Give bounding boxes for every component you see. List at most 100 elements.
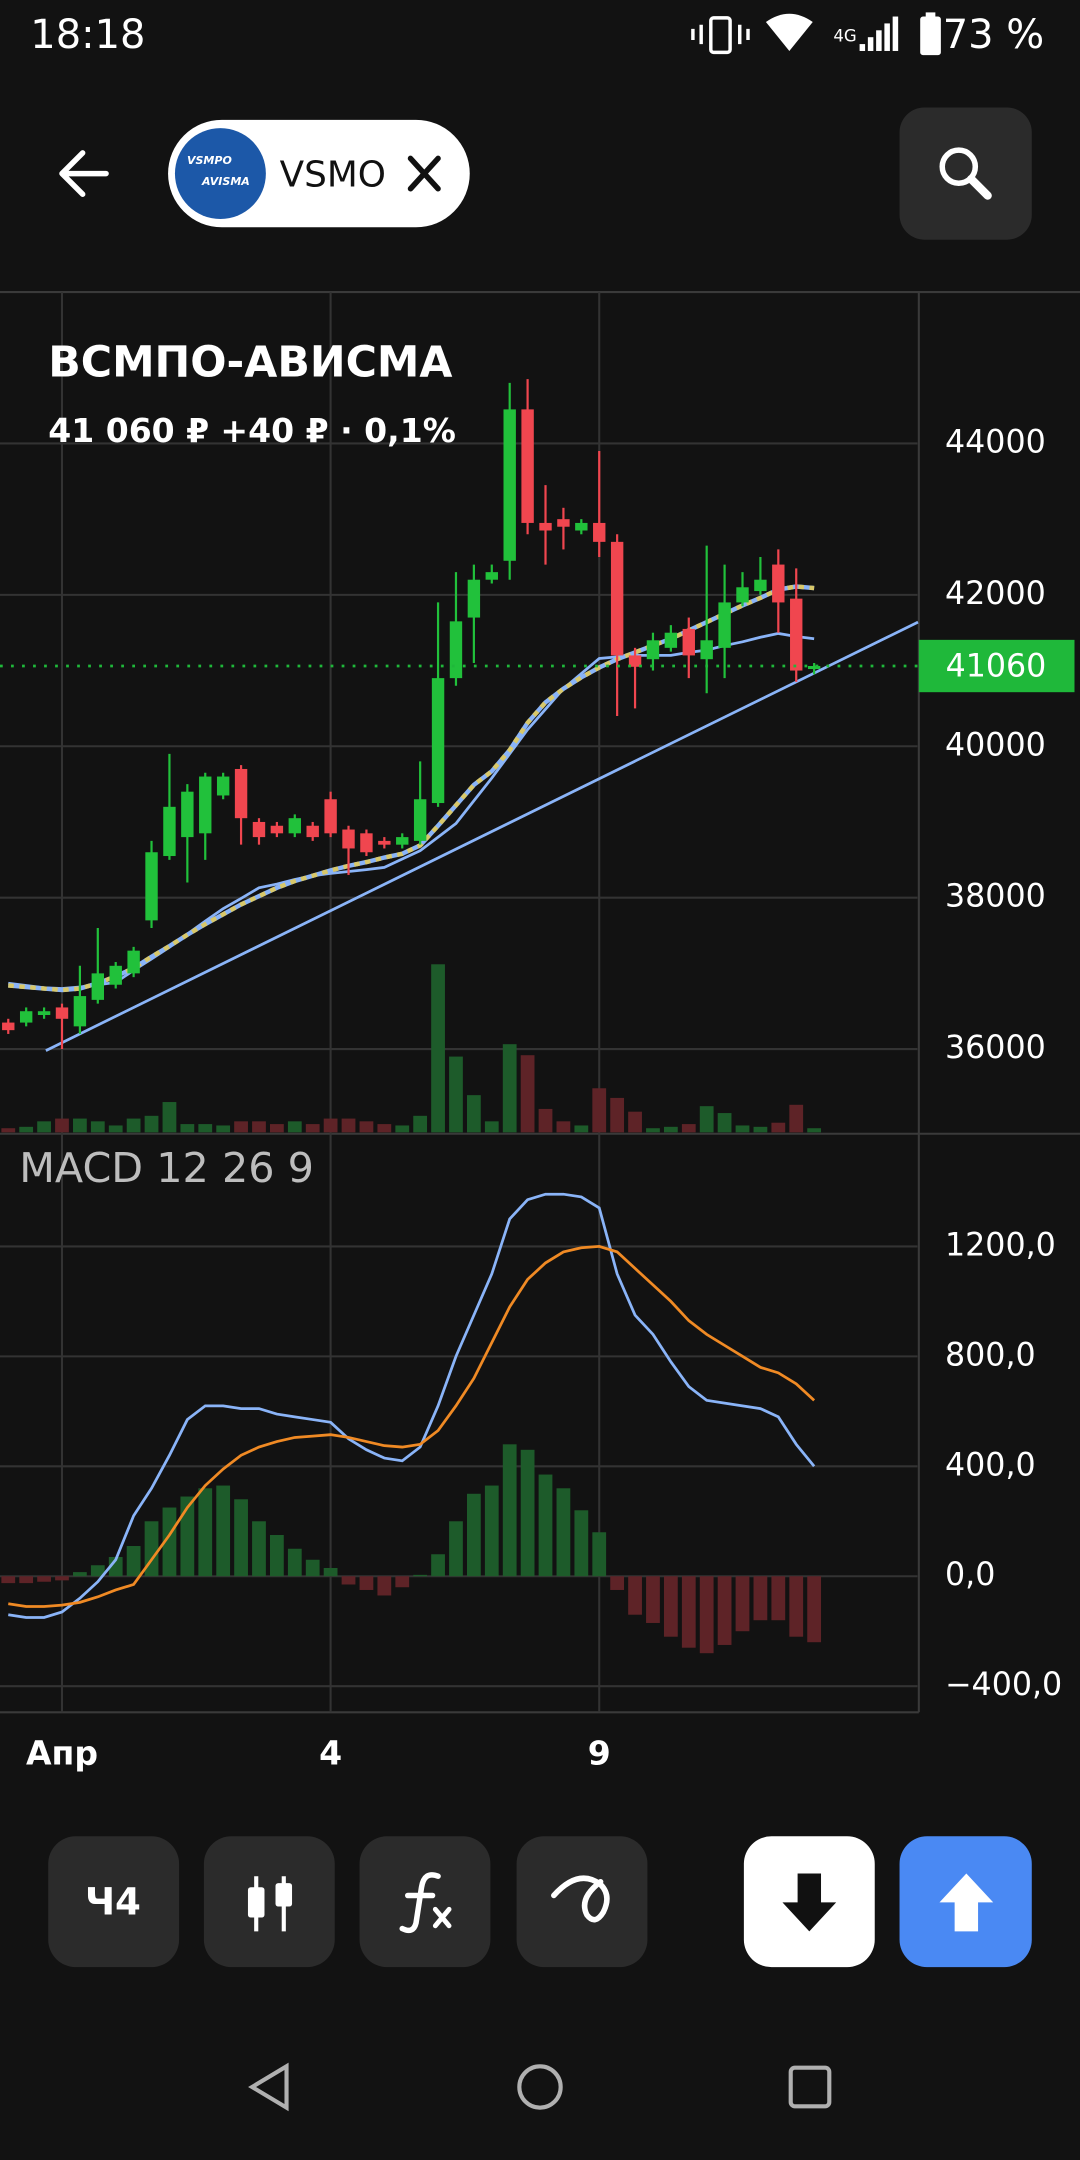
volume-bar (180, 1124, 195, 1133)
volume-bar (735, 1125, 750, 1133)
chart-type-button[interactable] (203, 1836, 335, 1968)
candle-body (593, 522, 606, 542)
ticker-chip[interactable]: VSMPO AVISMA VSMO (168, 119, 470, 228)
macd-histogram-bar (395, 1576, 410, 1588)
logo (174, 128, 266, 220)
interval-label: Ч4 (85, 1879, 141, 1923)
volume-bar (699, 1106, 714, 1133)
macd-histogram-bar (807, 1576, 822, 1643)
macd-histogram-bar (359, 1576, 374, 1590)
macd-histogram-bar (19, 1576, 34, 1584)
volume-bar (216, 1125, 231, 1133)
volume-bar (162, 1102, 177, 1133)
candle-body (55, 1007, 69, 1019)
volume-bar (663, 1126, 678, 1133)
macd-histogram-bar (592, 1532, 607, 1577)
candle-body (467, 579, 481, 618)
candle-body (575, 522, 588, 531)
volume-bar (789, 1104, 804, 1133)
candle-body (199, 776, 212, 834)
candle-body (682, 628, 695, 656)
candle-body (718, 602, 731, 648)
candle-body (19, 1011, 33, 1023)
vibrate-icon (691, 16, 750, 55)
candle-body (521, 409, 534, 523)
candle-body (772, 564, 785, 603)
x-tick-label: 9 (588, 1734, 611, 1773)
back-button[interactable] (59, 150, 109, 197)
y-tick-label: 38000 (945, 879, 1046, 915)
candle-body (163, 806, 176, 857)
candle-body (628, 655, 642, 667)
volume-bar (628, 1111, 642, 1133)
candle-body (127, 950, 140, 974)
nav-bar (248, 2062, 832, 2112)
search-button[interactable] (899, 107, 1032, 240)
y-tick-label: 400,0 (945, 1447, 1036, 1483)
volume-bar (502, 1044, 517, 1133)
macd-histogram-bar (287, 1548, 302, 1577)
nav-recents[interactable] (788, 2065, 832, 2109)
network-type: 4G (833, 27, 856, 46)
candle-body (413, 799, 427, 841)
macd-histogram-bar (234, 1499, 248, 1577)
volume-bar (234, 1121, 248, 1133)
y-tick-label: 42000 (945, 576, 1046, 612)
macd-histogram-bar (717, 1576, 732, 1645)
candle-body (378, 840, 391, 845)
candle-body (539, 522, 552, 531)
buy-button[interactable] (899, 1836, 1032, 1968)
status-bar: 18:18 4G 73 % (30, 12, 1044, 58)
ticker: VSMO (280, 154, 386, 195)
nav-home[interactable] (517, 2064, 563, 2110)
macd-histogram-bar (449, 1521, 463, 1577)
macd-histogram-bar (323, 1567, 338, 1577)
candle-body (342, 829, 355, 849)
macd-histogram-bar (377, 1576, 392, 1596)
candle-body (145, 852, 158, 921)
sell-button[interactable] (743, 1836, 875, 1968)
macd-histogram-bar (646, 1576, 660, 1623)
instrument-name: ВСМПО-АВИСМА (48, 338, 452, 388)
volume-bar (538, 1108, 553, 1133)
candle-body (610, 541, 624, 656)
volume-bar (90, 1121, 105, 1133)
candle-body (503, 409, 516, 561)
macd-histogram-bar (699, 1576, 714, 1654)
macd-histogram-bar (198, 1488, 213, 1577)
indicators-button[interactable] (359, 1836, 491, 1968)
candle-body (485, 572, 498, 580)
volume-bar (466, 1095, 481, 1133)
candle-body (700, 640, 713, 660)
drawing-button[interactable] (516, 1836, 648, 1968)
macd-histogram-bar (771, 1576, 786, 1621)
volume-bar (771, 1122, 786, 1133)
close-icon[interactable] (407, 155, 441, 192)
macd-histogram-bar (502, 1444, 517, 1577)
volume-bar (359, 1121, 374, 1133)
volume-bar (1, 1128, 16, 1133)
signal-icon (859, 16, 899, 51)
macd-histogram-bar (216, 1485, 231, 1577)
candle-body (324, 799, 337, 834)
macd-histogram-bar (466, 1493, 481, 1577)
interval-button[interactable]: Ч4 (48, 1836, 180, 1968)
wifi-icon (765, 13, 813, 51)
candle-body (288, 818, 301, 834)
macd-histogram-bar (663, 1576, 678, 1637)
macd-histogram-bar (681, 1576, 696, 1648)
candle-body (736, 587, 749, 603)
macd-histogram-bar (341, 1576, 356, 1585)
y-tick-label: 44000 (945, 424, 1046, 460)
chart: 36000 38000 40000 42000 44000 Апр 4 9 41060 1200,… (0, 292, 1075, 1773)
candle-body (306, 825, 319, 838)
volume-bar (520, 1055, 535, 1133)
volume-bar (73, 1118, 87, 1133)
candle-body (181, 791, 194, 838)
volume-bar (681, 1124, 696, 1133)
volume-bar (753, 1126, 768, 1133)
volume-bar (252, 1121, 266, 1133)
nav-back[interactable] (248, 2062, 289, 2112)
candle-body (216, 776, 230, 796)
macd-histogram-bar (628, 1576, 642, 1615)
